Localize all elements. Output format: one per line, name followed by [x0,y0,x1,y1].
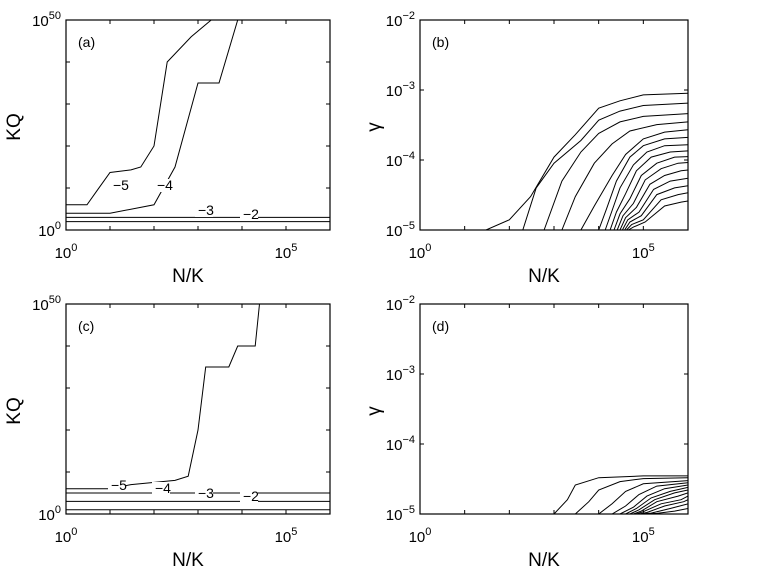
panel-label: (a) [78,34,95,50]
contour-label-1: −4 [157,177,173,193]
panel-label: (d) [432,318,449,334]
y-tick-label-0: 10−5 [386,504,415,524]
contour-line-0 [553,475,688,514]
chart-panel-3: (d) 100 105 10−5 10−4 10−3 10−2 N/K γ [364,294,689,571]
y-tick-label-1: 10−4 [386,434,415,454]
y-tick-label-1: 10−4 [386,150,415,170]
contour-line-8 [636,495,688,514]
contour-line-5 [625,486,688,514]
x-tick-label-0: 100 [55,242,78,262]
chart-panel-1: (b) 100 105 10−5 10−4 10−3 10−2 N/K γ [364,10,689,287]
contour-line-6 [604,144,688,230]
contour-line-1 [574,477,688,514]
x-tick-label-1: 105 [275,526,298,546]
y-tick-label-2: 10−3 [386,80,415,100]
x-tick-label-1: 105 [275,242,298,262]
contour-line-8 [613,156,688,230]
contour-line-0 [66,20,212,206]
plot-frame [419,19,689,231]
x-tick-label-0: 100 [55,526,78,546]
x-axis-label: N/K [172,266,204,287]
contour-line-0 [66,304,260,490]
contour-line-4 [619,484,688,514]
panel-label: (b) [432,34,449,50]
contour-line-7 [633,492,688,514]
contour-label-2: −3 [198,202,214,218]
axis-ticks [419,303,689,515]
x-axis-label: N/K [528,550,560,571]
y-tick-label-1: 1050 [32,294,61,314]
x-tick-label-1: 105 [632,242,655,262]
contour-line-1 [66,20,239,214]
plot-frame [65,303,331,515]
contour-line-0 [485,92,688,230]
contour-label-3: −2 [243,206,259,222]
x-axis-label: N/K [528,266,560,287]
y-tick-label-0: 10−5 [386,220,415,240]
y-tick-label-0: 100 [38,504,61,524]
series-group [66,20,330,223]
contour-line-14 [628,200,688,230]
contour-label-0: −5 [113,177,129,193]
contour-line-3 [611,482,688,514]
y-tick-label-0: 100 [38,220,61,240]
axis-ticks [65,303,331,515]
x-tick-label-0: 100 [409,242,432,262]
series-group [553,475,688,514]
panel-label: (c) [78,318,94,334]
series-group [485,92,688,230]
contour-line-5 [598,136,688,230]
y-tick-label-3: 10−2 [386,294,415,314]
contour-line-1 [522,102,688,230]
axis-ticks [65,19,331,231]
y-axis-label: γ [364,122,385,132]
y-axis-label: γ [364,406,385,416]
contour-line-3 [561,121,688,230]
contour-line-9 [638,499,688,514]
y-axis-label: KQ [4,397,25,424]
contour-label-bg [110,179,128,192]
contour-label-bg [152,482,170,495]
chart-panel-2: −5 −4 −3 −2 (c) 100 105 100 1050 N/K KQ [4,294,331,571]
contour-line-7 [609,150,688,230]
x-tick-label-1: 105 [632,526,655,546]
contour-label-1: −4 [155,480,171,496]
contour-label-bg [240,208,258,221]
contour-line-9 [616,162,688,230]
y-tick-label-3: 10−2 [386,10,415,30]
contour-line-11 [621,177,688,230]
series-group [66,304,330,511]
contour-line-2 [598,480,688,514]
contour-label-bg [154,179,172,192]
contour-line-6 [629,489,688,514]
plot-frame [419,303,689,515]
contour-line-12 [624,185,688,230]
x-axis-label: N/K [172,550,204,571]
contour-line-4 [580,129,688,230]
x-tick-label-0: 100 [409,526,432,546]
plot-frame [65,19,331,231]
contour-line-10 [619,169,688,230]
contour-line-13 [626,192,688,230]
chart-panel-0: −5 −4 −3 −2 (a) 100 105 100 1050 N/K KQ [4,10,331,287]
contour-label-bg [240,490,258,503]
contour-line-2 [543,113,688,230]
y-axis-label: KQ [4,113,25,140]
contour-label-bg [195,204,213,217]
contour-label-2: −3 [198,485,214,501]
contour-label-3: −2 [243,488,259,504]
y-tick-label-1: 1050 [32,10,61,30]
contour-label-bg [195,487,213,500]
y-tick-label-2: 10−3 [386,364,415,384]
contour-label-bg [108,479,126,492]
contour-label-0: −5 [111,477,127,493]
